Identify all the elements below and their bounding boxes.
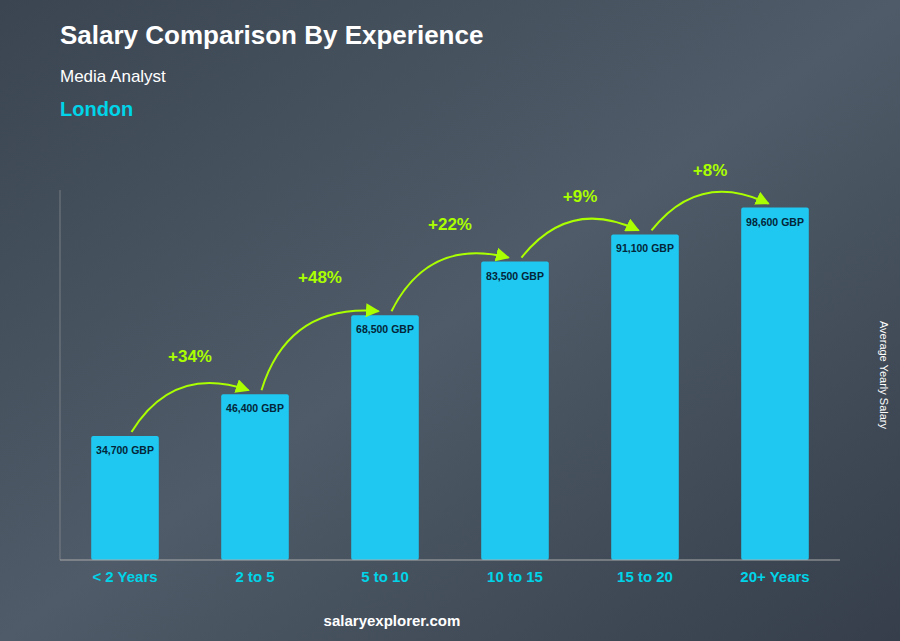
y-axis-line bbox=[60, 190, 61, 560]
x-tick-label: < 2 Years bbox=[92, 568, 157, 585]
change-arrow bbox=[652, 192, 769, 231]
data-label: 68,500 GBP bbox=[356, 323, 414, 335]
annotation: +48% bbox=[298, 268, 342, 287]
change-arrow bbox=[522, 219, 639, 258]
bar bbox=[91, 436, 159, 560]
x-tick-label: 20+ Years bbox=[740, 568, 809, 585]
x-tick-label: 10 to 15 bbox=[487, 568, 543, 585]
chart-container: Salary Comparison By Experience Media Ana… bbox=[0, 0, 900, 641]
x-tick-label: 5 to 10 bbox=[361, 568, 409, 585]
footer: salaryexplorer.com bbox=[324, 612, 461, 629]
x-tick-label: 2 to 5 bbox=[235, 568, 274, 585]
change-arrow bbox=[262, 311, 379, 391]
annotation: +34% bbox=[168, 347, 212, 366]
change-arrow bbox=[132, 383, 249, 432]
bar bbox=[611, 234, 679, 560]
bar bbox=[351, 315, 419, 560]
data-label: 91,100 GBP bbox=[616, 242, 674, 254]
subtitle: Media Analyst bbox=[60, 67, 166, 86]
bar bbox=[741, 208, 809, 560]
data-label: 46,400 GBP bbox=[226, 402, 284, 414]
annotation: +8% bbox=[693, 161, 728, 180]
bar bbox=[481, 262, 549, 560]
change-arrow bbox=[392, 253, 509, 311]
background bbox=[0, 0, 900, 641]
data-label: 83,500 GBP bbox=[486, 270, 544, 282]
data-label: 98,600 GBP bbox=[746, 216, 804, 228]
y-axis-label: Average Yearly Salary bbox=[878, 321, 890, 430]
x-axis-line bbox=[60, 560, 840, 561]
subtitle: London bbox=[60, 98, 133, 120]
annotation: +22% bbox=[428, 215, 472, 234]
title: Salary Comparison By Experience bbox=[60, 20, 483, 50]
bars bbox=[91, 208, 809, 560]
bar bbox=[221, 394, 289, 560]
data-label: 34,700 GBP bbox=[96, 444, 154, 456]
annotation: +9% bbox=[563, 187, 598, 206]
x-tick-label: 15 to 20 bbox=[617, 568, 673, 585]
chart-svg: Salary Comparison By Experience Media Ana… bbox=[0, 0, 900, 641]
